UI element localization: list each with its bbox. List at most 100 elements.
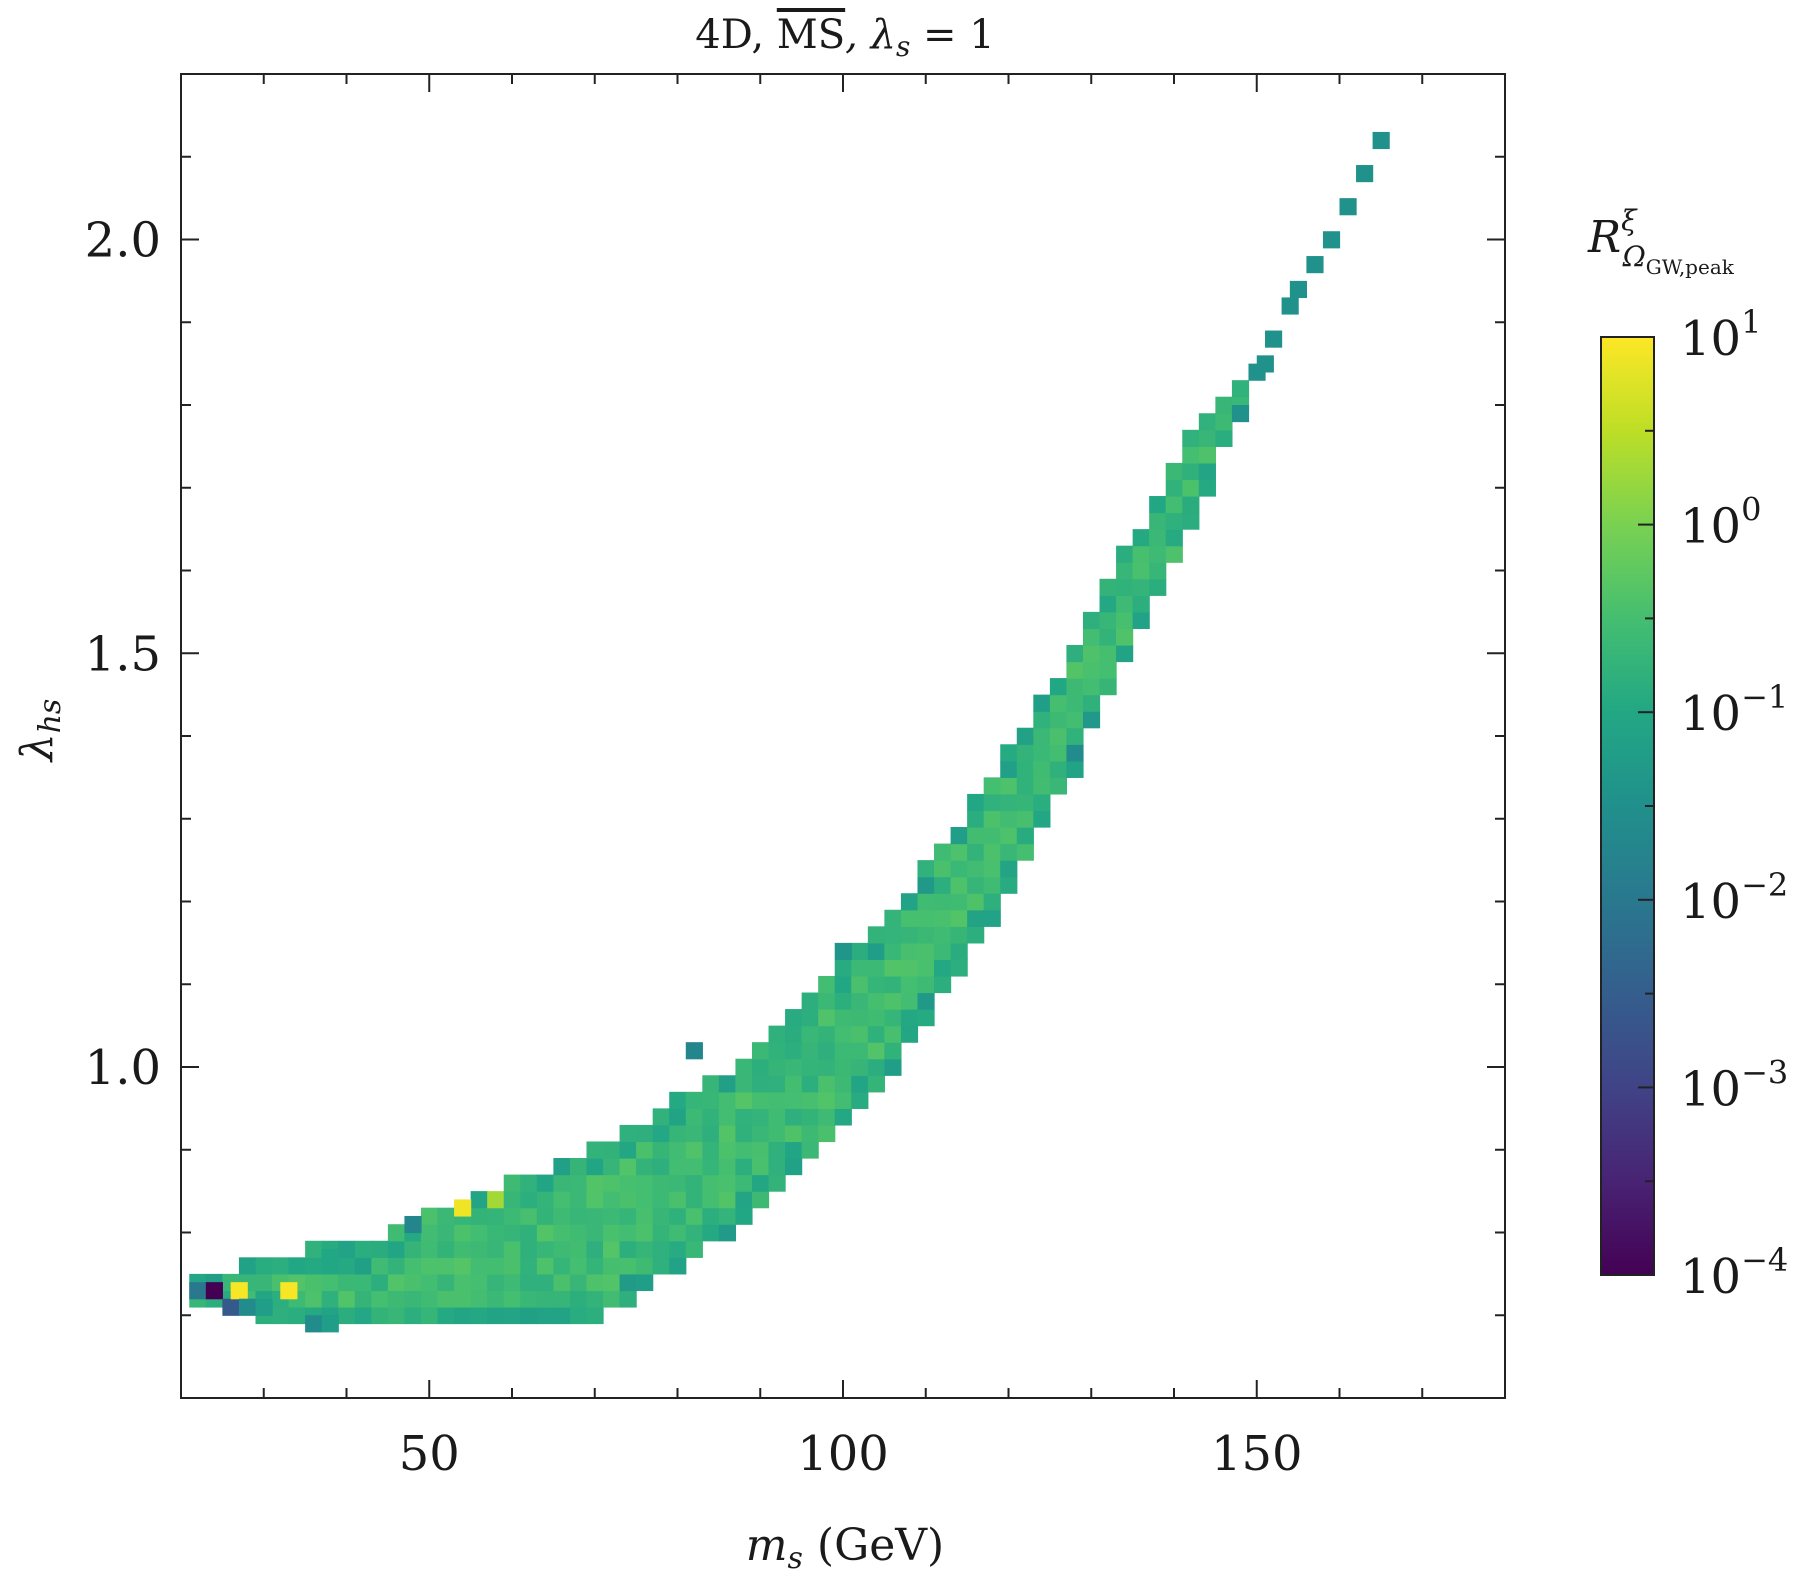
heatmap-cell [685,1207,703,1225]
heatmap-cell [801,1009,819,1027]
heatmap-cell [669,1141,687,1159]
heatmap-cell [818,1058,836,1076]
heatmap-cell [1000,777,1018,795]
heatmap-cell [338,1290,356,1308]
heatmap-cell [536,1191,554,1209]
heatmap-cell [718,1124,737,1143]
heatmap-cell [338,1257,356,1275]
heatmap-cell [785,1141,803,1159]
heatmap-cell [1322,231,1341,249]
heatmap-cell [470,1240,488,1258]
heatmap-cell [1000,744,1018,762]
x-axis: 50 100 150 [262,74,1424,1482]
heatmap-cell [851,1009,869,1027]
heatmap-cell [470,1207,488,1225]
heatmap-cell [834,1058,852,1076]
heatmap-cell [685,1240,703,1258]
heatmap-cell [354,1273,372,1292]
heatmap-cell [1082,661,1101,679]
heatmap-cell [652,1124,670,1143]
heatmap-cell [470,1257,488,1275]
heatmap-cell [255,1298,273,1316]
heatmap-cell [586,1158,604,1176]
heatmap-cell [1099,661,1117,679]
heatmap-cell [636,1224,654,1242]
heatmap-cell [603,1273,621,1292]
heatmap-cell [536,1290,554,1308]
heatmap-cell [1132,529,1150,547]
heatmap-cell [487,1290,505,1308]
heatmap-cell [768,1174,786,1192]
heatmap-cell [768,1075,786,1093]
heatmap-cell [404,1306,422,1325]
heatmap-cell [305,1240,323,1258]
heatmap-cell [735,1174,753,1192]
heatmap-cell [669,1158,687,1176]
heatmap-cell [636,1273,654,1292]
heatmap-cell [420,1224,439,1242]
heatmap-cell [1289,280,1307,299]
heatmap-cell [288,1257,306,1275]
heatmap-cell [818,992,836,1010]
heatmap-cell [636,1207,654,1225]
heatmap-cell [867,959,885,977]
heatmap-cell [751,1191,770,1209]
heatmap-cell [255,1273,273,1292]
heatmap-cell [652,1174,670,1192]
heatmap-cell [983,777,1001,795]
heatmap-cell [685,1191,703,1209]
heatmap-cell [801,1124,819,1143]
heatmap-cell [818,975,836,994]
heatmap-cell [586,1240,604,1258]
heatmap-cell [785,1108,803,1126]
heatmap-cell [851,942,869,961]
heatmap-cell [900,942,919,961]
heatmap-cell [272,1306,290,1325]
heatmap-cell [1339,198,1357,216]
heatmap-cell [553,1257,571,1275]
heatmap-cell [354,1290,372,1308]
heatmap-cell [1033,727,1051,745]
heatmap-cell [387,1240,406,1258]
heatmap-cell [934,926,952,944]
heatmap-cell [983,827,1001,845]
heatmap-cell [1049,727,1068,745]
heatmap-cell [818,1025,836,1043]
heatmap-cell [718,1191,737,1209]
heatmap-cell [1016,744,1034,762]
heatmap-cell [636,1191,654,1209]
heatmap-cell [636,1257,654,1275]
heatmap-cell [1033,793,1051,812]
heatmap-cell [553,1273,571,1292]
heatmap-cell [735,1075,753,1093]
heatmap-cell [387,1273,406,1292]
heatmap-cell [1372,131,1390,150]
colorbar-tick-label: 10−3 [1680,1053,1788,1117]
heatmap-cell [801,1042,819,1060]
heatmap-cell [702,1124,720,1143]
x-axis-label: ms (GeV) [746,1520,944,1576]
heatmap-cell [1165,545,1183,563]
heatmap-cell [934,843,952,861]
heatmap-cell [503,1306,521,1325]
heatmap-cell [702,1224,720,1242]
heatmap-cell [1016,727,1034,745]
heatmap-cell [437,1240,455,1258]
heatmap-cell [785,1058,803,1076]
heatmap-cell [503,1207,521,1225]
heatmap-cell [454,1290,472,1308]
heatmap-cell [867,992,885,1010]
heatmap-cell [1066,644,1084,663]
heatmap-cell [950,959,968,977]
heatmap-cell [603,1141,621,1159]
heatmap-cell [586,1290,604,1308]
heatmap-cell [934,975,952,994]
heatmap-cell [967,793,985,812]
heatmap-cell [1082,678,1101,696]
heatmap-cell [1049,711,1068,729]
heatmap-cell [420,1240,439,1258]
heatmap-cell [603,1224,621,1242]
heatmap-cell [371,1257,389,1275]
heatmap-cell [768,1141,786,1159]
heatmap-cell [321,1273,339,1292]
